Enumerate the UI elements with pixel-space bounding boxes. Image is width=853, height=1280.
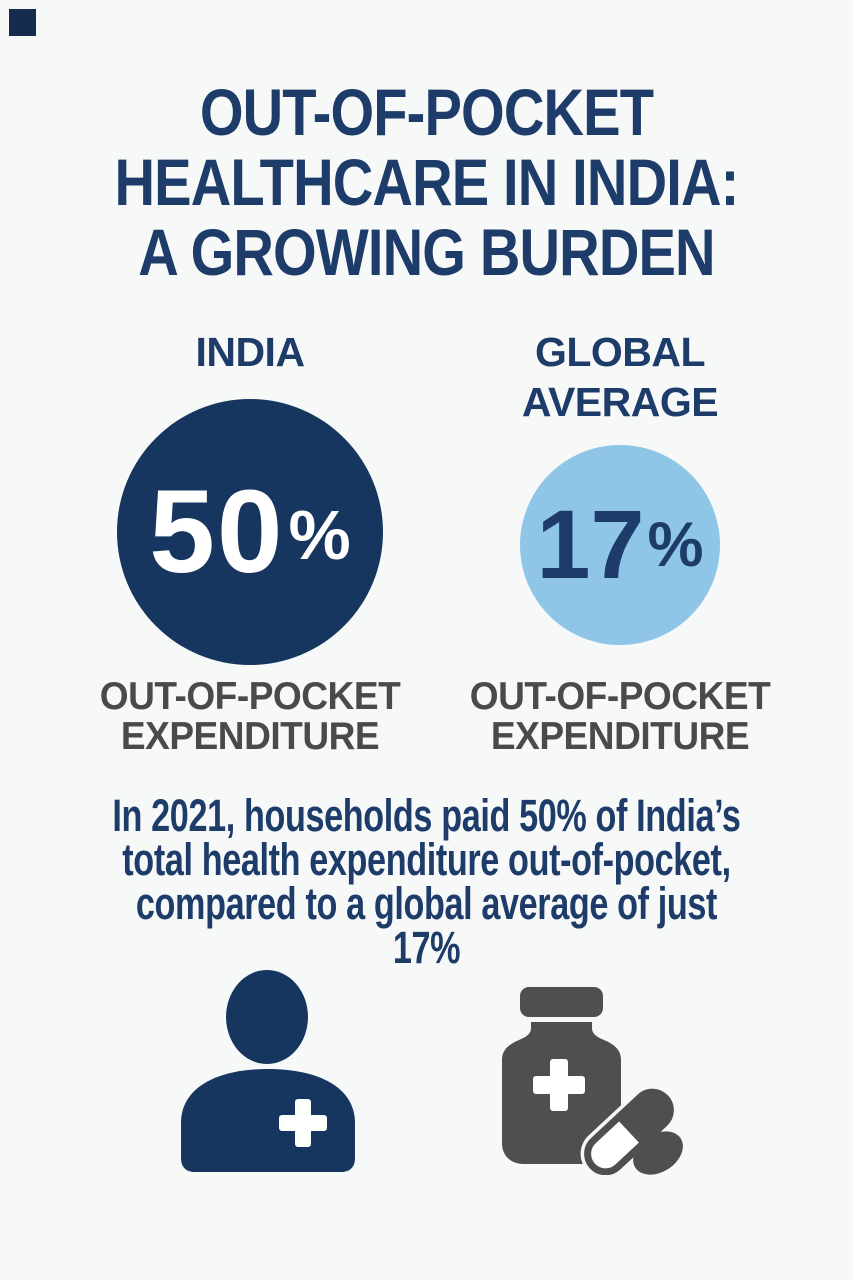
medical-cross-vertical [295,1099,311,1147]
global-average-circle: 17 % [520,445,720,645]
pill-icon [633,1131,683,1175]
india-caption-line-1: OUT-OF-POCKET [99,675,401,718]
india-caption-line-2: EXPENDITURE [120,715,380,758]
capsule-icon [580,1085,678,1175]
bottle-cross-vertical [550,1059,568,1111]
page-title: OUT-OF-POCKET HEALTHCARE IN INDIA: A GRO… [64,77,789,287]
global-caption: OUT-OF-POCKET EXPENDITURE [463,677,777,757]
global-value: 17 [536,490,645,599]
india-heading: INDIA [195,329,305,375]
title-line-1: OUT-OF-POCKET [199,75,654,149]
medicine-bottle-icon [502,987,683,1175]
summary-line-2: total health expenditure out-of-pocket, [122,834,731,885]
india-caption: OUT-OF-POCKET EXPENDITURE [93,677,407,757]
summary-text: In 2021, households paid 50% of India’s … [102,790,750,973]
global-heading-line-1: GLOBAL [534,329,706,375]
india-value: 50 [149,466,285,598]
summary-line-3: compared to a global average of just 17% [135,878,718,973]
global-caption-line-1: OUT-OF-POCKET [469,675,771,718]
global-percent-sign: % [647,510,704,580]
global-heading-line-2: AVERAGE [521,379,719,425]
patient-icon [181,970,355,1172]
patient-head [226,970,308,1064]
title-line-3: A GROWING BURDEN [138,215,715,289]
india-value-row: 50 % [149,464,351,600]
bottle-cap [520,987,603,1017]
capsule-half [616,1092,671,1146]
title-line-2: HEALTHCARE IN INDIA: [114,145,740,219]
patient-body [181,1069,355,1172]
india-percent-sign: % [288,496,351,574]
india-circle: 50 % [117,399,383,665]
corner-mark [9,9,36,36]
global-average-heading: GLOBAL AVERAGE [455,327,785,427]
global-caption-line-2: EXPENDITURE [490,715,750,758]
global-value-row: 17 % [537,489,704,601]
summary-line-1: In 2021, households paid 50% of India’s [112,790,741,841]
